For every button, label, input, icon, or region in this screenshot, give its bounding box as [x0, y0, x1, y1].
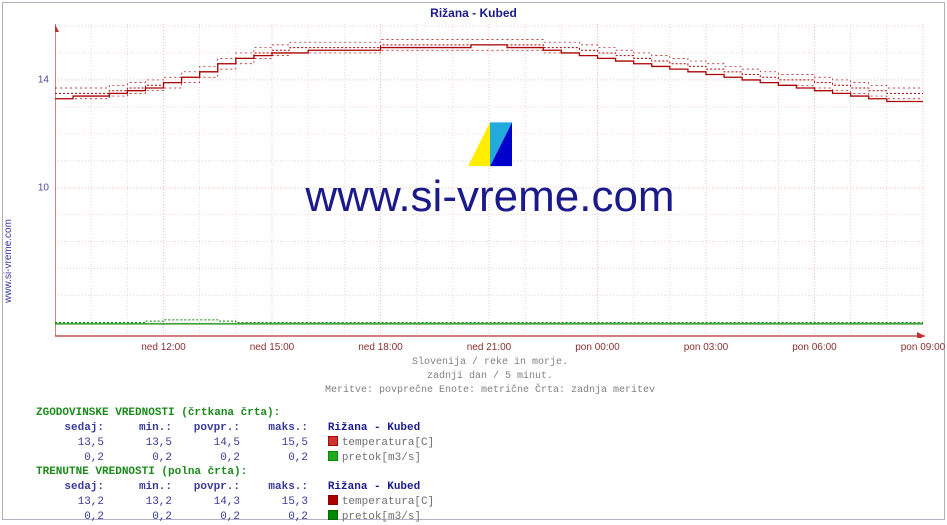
watermark-logo-icon: [468, 122, 512, 166]
xtick-label: pon 09:00: [901, 342, 946, 353]
legend-value: 13,2: [104, 495, 172, 510]
xtick-label: ned 18:00: [358, 342, 403, 353]
xtick-label: pon 03:00: [684, 342, 729, 353]
legend-value: 13,2: [36, 495, 104, 510]
legend-value: 15,3: [240, 495, 308, 510]
legend-value: 0,2: [172, 451, 240, 466]
xtick-label: pon 06:00: [792, 342, 837, 353]
legend-col-header: min.:: [104, 421, 172, 436]
legend-swatch-icon: [328, 495, 338, 505]
legend-col-header: maks.:: [240, 480, 308, 495]
legend-value: 14,5: [172, 436, 240, 451]
subtitle-block: Slovenija / reke in morje. zadnji dan / …: [55, 356, 925, 398]
legend-metric: pretok[m3/s]: [342, 511, 421, 523]
legend-value: 14,3: [172, 495, 240, 510]
subtitle-line-1: Slovenija / reke in morje.: [55, 356, 925, 370]
legend-value: 0,2: [104, 451, 172, 466]
legend-swatch-icon: [328, 451, 338, 461]
xtick-label: pon 00:00: [575, 342, 620, 353]
legend-cur-title: TRENUTNE VREDNOSTI (polna črta):: [36, 466, 247, 478]
subtitle-line-2: zadnji dan / 5 minut.: [55, 370, 925, 384]
ytick-label: 10: [38, 182, 49, 193]
legend-value: 0,2: [36, 510, 104, 525]
legend-col-header: maks.:: [240, 421, 308, 436]
legend-hist-title: ZGODOVINSKE VREDNOSTI (črtkana črta):: [36, 407, 280, 419]
legend-swatch-icon: [328, 436, 338, 446]
chart-title: Rižana - Kubed: [0, 6, 947, 20]
xtick-label: ned 12:00: [141, 342, 186, 353]
ytick-label: 14: [38, 74, 49, 85]
watermark-text: www.si-vreme.com: [305, 172, 674, 222]
legend-value: 0,2: [104, 510, 172, 525]
legend-station: Rižana - Kubed: [328, 422, 420, 434]
legend-value: 0,2: [36, 451, 104, 466]
chart-area: www.si-vreme.com 1014 ned 12:00ned 15:00…: [55, 24, 925, 338]
legend-station: Rižana - Kubed: [328, 481, 420, 493]
legend-metric: pretok[m3/s]: [342, 452, 421, 464]
legend-value: 13,5: [104, 436, 172, 451]
legend-value: 15,5: [240, 436, 308, 451]
legend-col-header: povpr.:: [172, 480, 240, 495]
xtick-label: ned 15:00: [250, 342, 295, 353]
legend-metric: temperatura[C]: [342, 496, 434, 508]
legend-col-header: povpr.:: [172, 421, 240, 436]
xtick-label: ned 21:00: [467, 342, 512, 353]
legend-value: 0,2: [240, 510, 308, 525]
subtitle-line-3: Meritve: povprečne Enote: metrične Črta:…: [55, 384, 925, 398]
legend-value: 13,5: [36, 436, 104, 451]
legend-col-header: min.:: [104, 480, 172, 495]
legend-value: 0,2: [240, 451, 308, 466]
legend-block: ZGODOVINSKE VREDNOSTI (črtkana črta): se…: [36, 406, 434, 525]
legend-col-header: sedaj:: [36, 480, 104, 495]
legend-swatch-icon: [328, 510, 338, 520]
legend-metric: temperatura[C]: [342, 437, 434, 449]
legend-value: 0,2: [172, 510, 240, 525]
legend-col-header: sedaj:: [36, 421, 104, 436]
side-url-label: www.si-vreme.com: [3, 219, 14, 303]
